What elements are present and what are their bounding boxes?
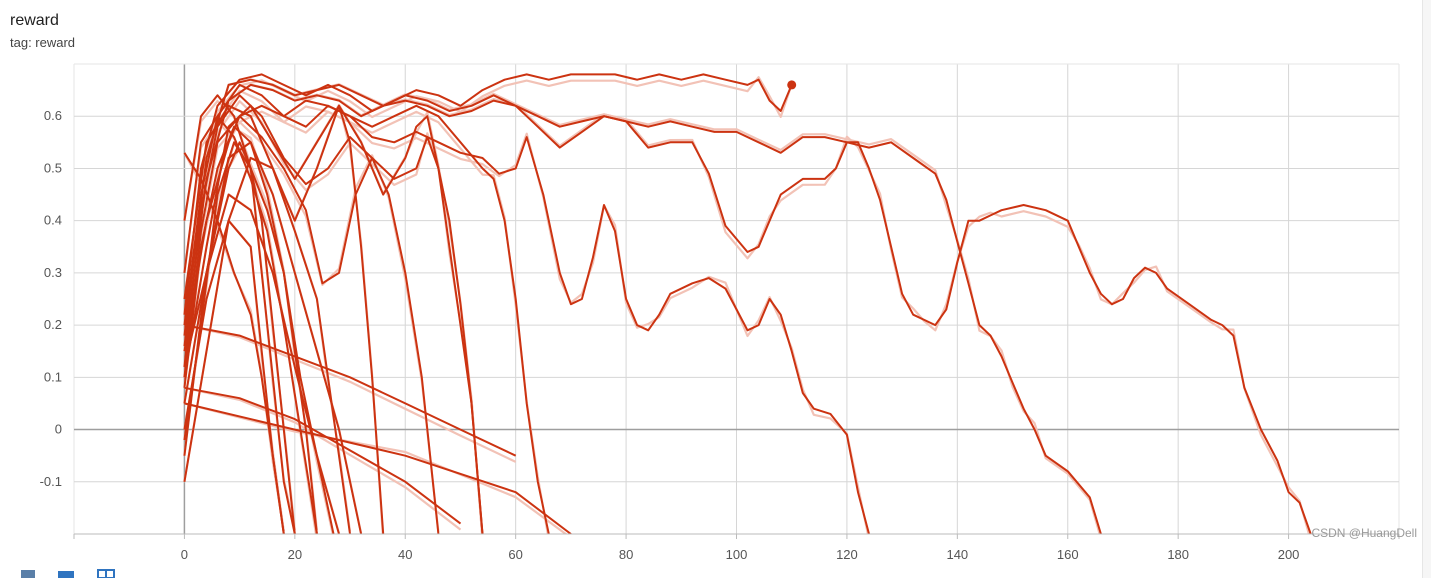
- series-line-4: [183, 94, 484, 534]
- x-tick-label: 140: [946, 547, 968, 562]
- x-tick-label: 200: [1278, 547, 1300, 562]
- series-line-14: [183, 115, 318, 534]
- x-tick-label: 40: [398, 547, 412, 562]
- x-tick-label: 20: [288, 547, 302, 562]
- series-line-16: [183, 94, 318, 534]
- x-tick-label: 100: [726, 547, 748, 562]
- x-tick-label: 60: [508, 547, 522, 562]
- raw-series-line-13: [184, 402, 568, 534]
- y-tick-label: 0.6: [44, 108, 62, 123]
- smoothed-series-layer: [183, 73, 1312, 534]
- chart-data-icon: [58, 571, 74, 578]
- series-line-11: [183, 104, 484, 534]
- raw-series-line-1: [183, 89, 870, 534]
- series-line-19: [184, 386, 462, 525]
- y-tick-label: -0.1: [40, 474, 62, 489]
- series-line-2: [183, 78, 1312, 534]
- watermark: CSDN @HuangDell: [1311, 526, 1417, 540]
- series-line-20: [183, 157, 351, 534]
- raw-series-line-19: [184, 386, 462, 531]
- raw-series-layer: [183, 76, 1311, 534]
- series-line-0: [183, 73, 793, 315]
- x-tick-label: 0: [181, 547, 188, 562]
- chart-data-button[interactable]: [56, 566, 76, 578]
- raw-series-line-5: [183, 120, 440, 533]
- page-scrollbar[interactable]: [1422, 0, 1431, 578]
- series-line-21: [183, 141, 296, 534]
- x-tick-label: 80: [619, 547, 633, 562]
- chart-title: reward: [10, 12, 59, 29]
- fit-domain-icon: [97, 569, 115, 578]
- y-tick-label: 0.1: [44, 369, 62, 384]
- series-line-10: [184, 324, 517, 457]
- series-line-18: [183, 152, 285, 534]
- series-line-5: [183, 115, 440, 534]
- fullscreen-button[interactable]: [18, 566, 38, 578]
- fit-domain-button[interactable]: [96, 566, 116, 578]
- series-line-3: [183, 83, 1102, 534]
- y-tick-label: 0: [55, 422, 62, 437]
- x-tick-label: 120: [836, 547, 858, 562]
- x-tick-label: 160: [1057, 547, 1079, 562]
- marker-layer: [787, 80, 797, 90]
- series-line-13: [184, 402, 572, 534]
- y-tick-label: 0.2: [44, 317, 62, 332]
- series-line-15: [183, 104, 385, 534]
- y-tick-label: 0.4: [44, 213, 62, 228]
- series-line-12: [183, 99, 550, 534]
- chart-tag: tag: reward: [10, 35, 76, 50]
- fullscreen-icon: [21, 570, 35, 578]
- series-end-marker: [787, 80, 797, 90]
- raw-series-line-2: [183, 78, 1311, 534]
- axis-layer: 0 20 40 60 80 100 120 140 160 180 200 -0.1 0 0.1 0.2 0.…: [40, 108, 1400, 562]
- y-tick-label: 0.3: [44, 265, 62, 280]
- x-tick-label: 180: [1167, 547, 1189, 562]
- y-tick-label: 0.5: [44, 160, 62, 175]
- raw-series-line-10: [184, 324, 517, 463]
